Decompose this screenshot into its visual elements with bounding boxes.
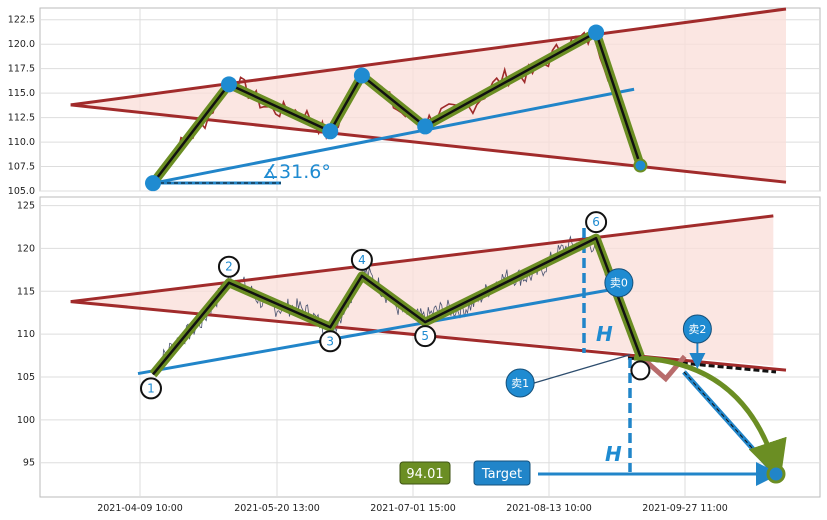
- x-tick-label: 2021-08-13 10:00: [506, 503, 592, 514]
- pivot-number-label: 1: [147, 381, 155, 395]
- angle-label: ∡31.6°: [262, 161, 331, 183]
- target-value: 94.01: [406, 467, 443, 482]
- sell-marker: [505, 368, 535, 398]
- sell-pointer-line: [533, 354, 631, 384]
- y-tick-label: 120.0: [8, 39, 35, 50]
- target-label-box: [473, 460, 531, 486]
- pivot-number-label: 3: [326, 334, 334, 348]
- pivot-number-circle: [585, 211, 608, 234]
- y-tick-label: 110.0: [8, 137, 35, 148]
- y-tick-label: 105.0: [8, 186, 35, 197]
- y-tick-label: 120: [17, 243, 35, 254]
- x-tick-label: 2021-05-20 13:00: [234, 503, 320, 514]
- y-tick-label: 95: [23, 458, 35, 469]
- x-tick-label: 2021-07-01 15:00: [370, 503, 456, 514]
- x-tick-label: 2021-09-27 11:00: [642, 503, 728, 514]
- pivot-number-circle: [350, 248, 373, 271]
- pivot-marker: [145, 175, 161, 192]
- h-label-lower: H: [605, 442, 622, 466]
- y-tick-label: 100: [17, 415, 35, 426]
- y-tick-label: 125: [17, 201, 35, 212]
- channel-upper-line: [70, 214, 774, 304]
- pivot-number-circle: [319, 330, 342, 353]
- y-tick-label: 110: [17, 329, 35, 340]
- pivot-number-label: 4: [358, 253, 366, 267]
- pivot-number-circle: [140, 377, 162, 400]
- top-panel: 105.0 107.5 110.0 112.5 115.0 117.5 120.0 122.5…: [8, 7, 821, 197]
- y-tick-label: 105: [17, 372, 35, 383]
- y-tick-label: 112.5: [8, 113, 35, 124]
- y-tick-label: 122.5: [8, 15, 35, 26]
- pivot-number-circle: [414, 325, 437, 348]
- sell-marker-label: 卖2: [688, 323, 706, 336]
- support-trend-line: [152, 87, 635, 185]
- pivot-marker: [588, 24, 605, 41]
- target-value-box: [399, 461, 451, 485]
- projection-arrow: [633, 355, 787, 481]
- support-trend-line: [137, 284, 632, 376]
- y-tick-label: 115.0: [8, 88, 35, 99]
- target-point: [766, 464, 786, 484]
- channel-lower-line: [70, 103, 787, 184]
- pivot-number-label: 5: [421, 329, 429, 343]
- x-tick-label: 2021-04-09 10:00: [97, 503, 183, 514]
- pivot-marker: [633, 158, 648, 173]
- sell-marker: [682, 314, 712, 344]
- pivot-marker: [417, 118, 434, 135]
- pivot-number-label: 2: [225, 260, 233, 274]
- sell-marker: [604, 268, 634, 298]
- pivot-marker: [220, 76, 237, 93]
- y-tick-label: 115: [17, 286, 35, 297]
- channel-upper-line: [70, 7, 787, 107]
- zigzag-pattern-line: [152, 236, 642, 376]
- pivot-marker: [322, 123, 339, 140]
- target-label: Target: [481, 467, 522, 482]
- pivot-marker: [353, 67, 370, 84]
- y-tick-label: 107.5: [8, 162, 35, 173]
- y-tick-label: 117.5: [8, 64, 35, 75]
- pivot-number-circle: [217, 255, 240, 278]
- pivot-number-label: 6: [592, 215, 600, 229]
- sell-marker-label: 卖0: [610, 277, 628, 290]
- pivot-number-circle: [630, 360, 651, 381]
- h-label-upper: H: [596, 322, 613, 346]
- sell-marker-label: 卖1: [511, 377, 529, 390]
